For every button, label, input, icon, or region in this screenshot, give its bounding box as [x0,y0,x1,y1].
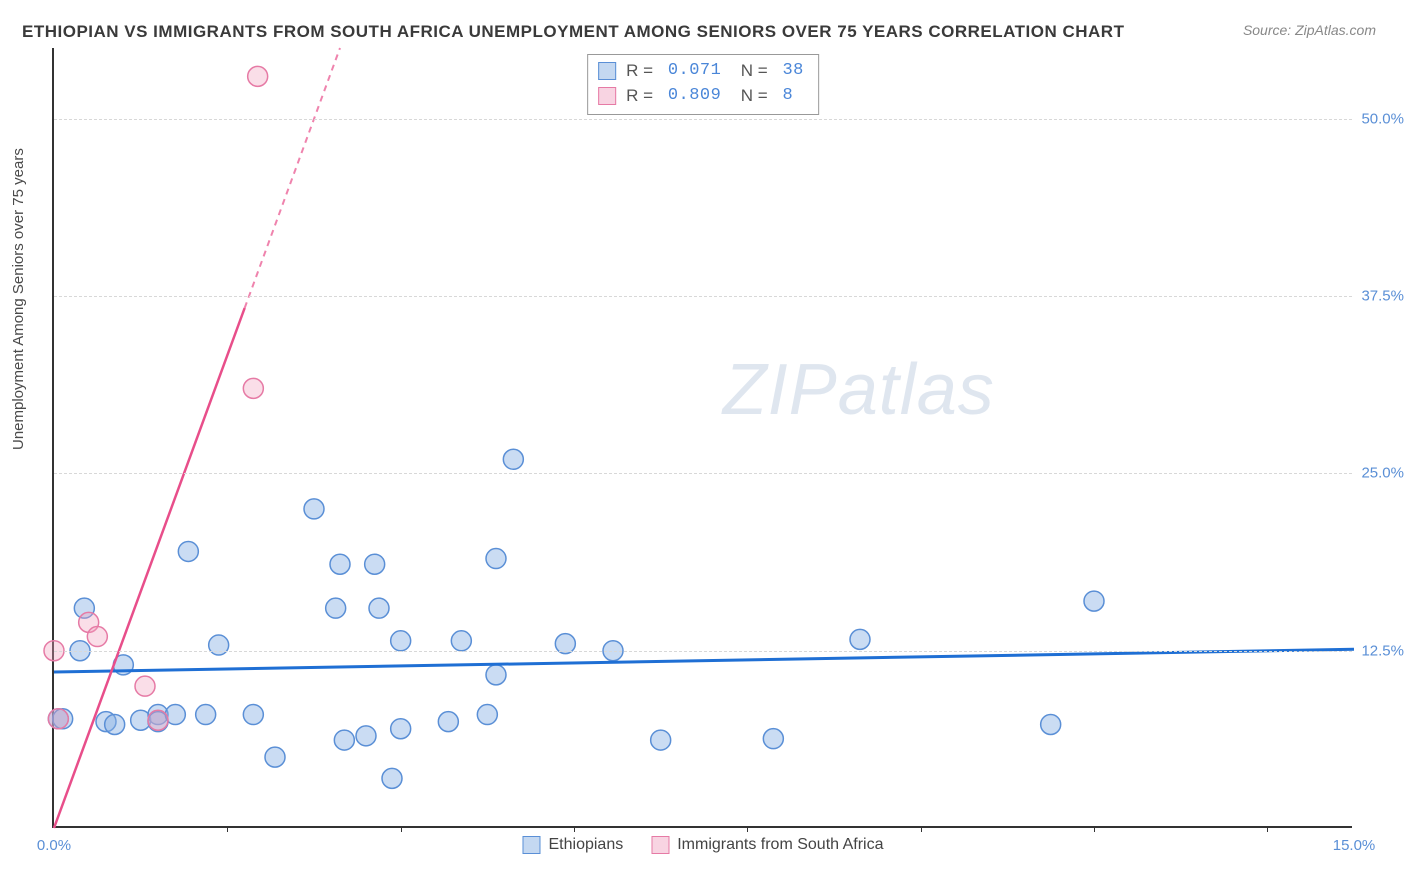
point-ethiopians [304,499,324,519]
point-ethiopians [178,541,198,561]
point-ethiopians [1041,714,1061,734]
point-ethiopians [243,705,263,725]
legend-item-ethiopians: Ethiopians [522,836,623,854]
legend-label-ethiopians: Ethiopians [548,836,623,854]
x-tick-mark [227,826,228,832]
point-ethiopians [334,730,354,750]
point-south-africa [148,710,168,730]
x-tick-mark [401,826,402,832]
point-ethiopians [850,629,870,649]
point-ethiopians [503,449,523,469]
y-tick-label: 12.5% [1361,642,1404,659]
plot-area: ZIPatlas R = 0.071 N = 38 R = 0.809 N = … [52,48,1352,828]
point-ethiopians [330,554,350,574]
y-tick-label: 37.5% [1361,288,1404,305]
point-ethiopians [326,598,346,618]
point-ethiopians [1084,591,1104,611]
point-ethiopians [382,768,402,788]
swatch-pink-icon [651,836,669,854]
n-value-pink: 8 [782,84,793,109]
point-ethiopians [391,719,411,739]
point-ethiopians [265,747,285,767]
point-ethiopians [369,598,389,618]
stats-row-pink: R = 0.809 N = 8 [598,84,804,109]
x-tick-mark [574,826,575,832]
point-south-africa [243,378,263,398]
stats-row-blue: R = 0.071 N = 38 [598,59,804,84]
point-ethiopians [209,635,229,655]
y-axis-label: Unemployment Among Seniors over 75 years [10,148,27,450]
point-ethiopians [486,549,506,569]
point-ethiopians [105,714,125,734]
x-tick-mark [1267,826,1268,832]
point-ethiopians [651,730,671,750]
legend-label-south-africa: Immigrants from South Africa [677,836,883,854]
scatter-svg [54,48,1352,826]
point-ethiopians [477,705,497,725]
r-value-blue: 0.071 [668,59,722,84]
chart-title: ETHIOPIAN VS IMMIGRANTS FROM SOUTH AFRIC… [22,22,1124,42]
point-ethiopians [356,726,376,746]
x-tick-mark [747,826,748,832]
point-south-africa [87,627,107,647]
point-ethiopians [763,729,783,749]
swatch-pink [598,87,616,105]
x-tick-label: 0.0% [37,837,71,854]
legend-item-south-africa: Immigrants from South Africa [651,836,883,854]
n-value-blue: 38 [782,59,803,84]
point-ethiopians [451,631,471,651]
gridline-h [54,119,1352,120]
source-label: Source: ZipAtlas.com [1243,22,1376,38]
point-south-africa [48,709,68,729]
point-ethiopians [486,665,506,685]
point-south-africa [248,66,268,86]
trendline-south-africa [54,308,245,828]
r-value-pink: 0.809 [668,84,722,109]
gridline-h [54,473,1352,474]
series-legend: Ethiopians Immigrants from South Africa [522,836,883,854]
x-tick-label: 15.0% [1333,837,1376,854]
gridline-h [54,651,1352,652]
point-ethiopians [196,705,216,725]
y-tick-label: 50.0% [1361,110,1404,127]
swatch-blue-icon [522,836,540,854]
point-ethiopians [365,554,385,574]
x-tick-mark [1094,826,1095,832]
swatch-blue [598,62,616,80]
x-tick-mark [921,826,922,832]
y-tick-label: 25.0% [1361,465,1404,482]
point-ethiopians [391,631,411,651]
stats-legend: R = 0.071 N = 38 R = 0.809 N = 8 [587,54,819,115]
point-ethiopians [438,712,458,732]
trendline-ethiopians [54,649,1354,672]
point-south-africa [135,676,155,696]
gridline-h [54,296,1352,297]
